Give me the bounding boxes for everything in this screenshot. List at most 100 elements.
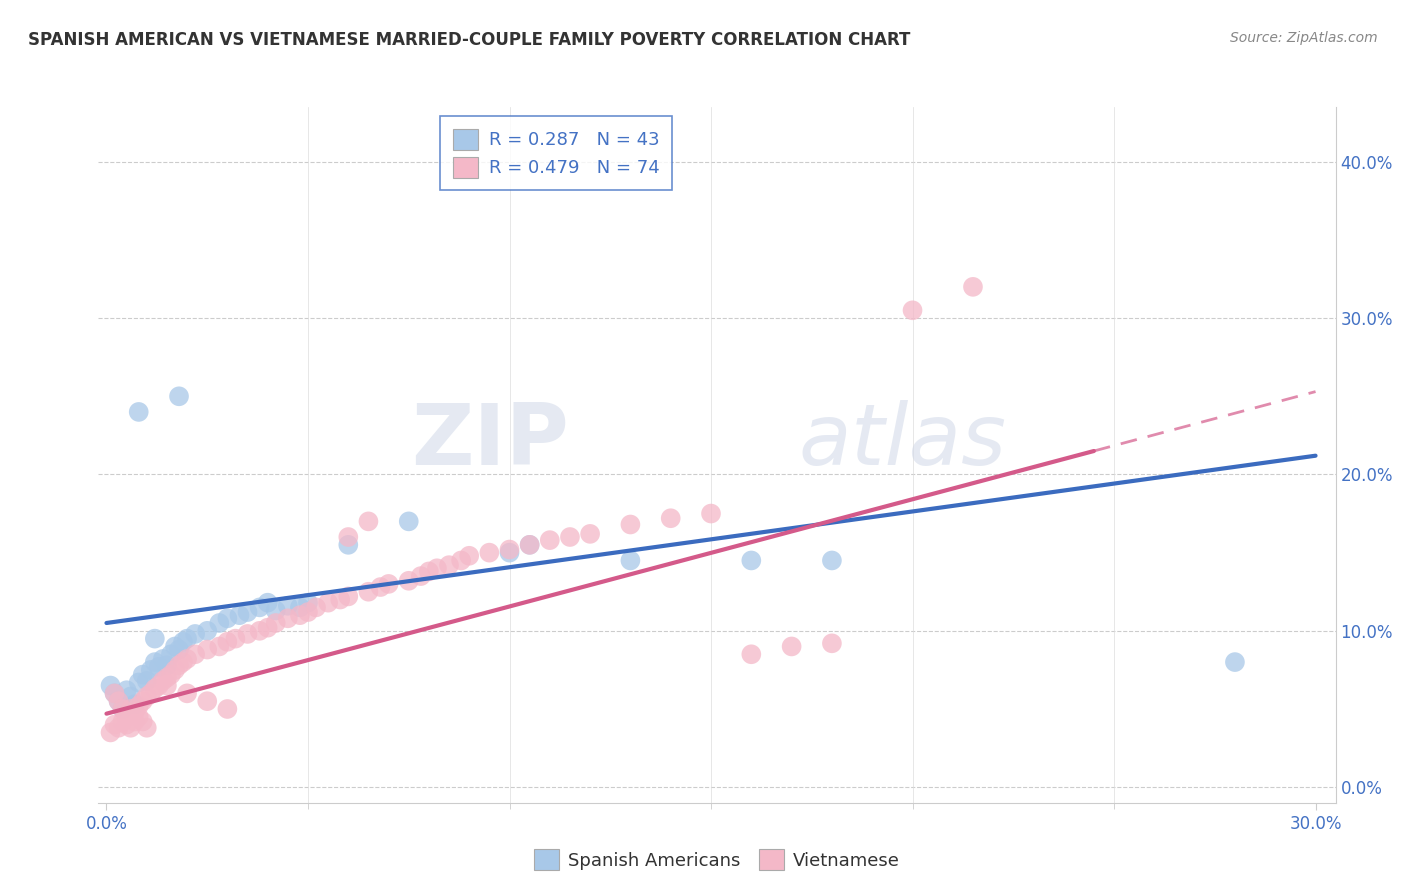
Point	[132, 694, 155, 708]
Point	[156, 658, 179, 673]
Point	[139, 686, 162, 700]
Point	[224, 632, 246, 646]
Point	[256, 596, 278, 610]
Point	[172, 634, 194, 648]
Point	[821, 636, 844, 650]
Point	[107, 694, 129, 708]
Point	[176, 686, 198, 700]
Point	[111, 702, 134, 716]
Point	[579, 527, 602, 541]
Point	[124, 705, 146, 719]
Point	[148, 679, 170, 693]
Point	[780, 640, 803, 654]
Point	[277, 611, 299, 625]
Point	[172, 655, 194, 669]
Point	[103, 686, 125, 700]
Point	[297, 605, 319, 619]
Point	[156, 679, 179, 693]
Point	[128, 710, 150, 724]
Point	[337, 530, 360, 544]
Point	[236, 627, 259, 641]
Point	[377, 577, 399, 591]
Point	[217, 611, 239, 625]
Point	[111, 714, 134, 729]
Text: ZIP: ZIP	[411, 400, 568, 483]
Point	[208, 615, 231, 630]
Y-axis label: Married-Couple Family Poverty: Married-Couple Family Poverty	[0, 328, 8, 582]
Point	[498, 542, 520, 557]
Point	[100, 679, 122, 693]
Point	[160, 647, 183, 661]
Point	[156, 671, 179, 685]
Point	[167, 658, 190, 673]
Point	[152, 652, 174, 666]
Point	[115, 717, 138, 731]
Point	[337, 538, 360, 552]
Point	[821, 553, 844, 567]
Point	[659, 511, 682, 525]
Point	[143, 681, 166, 696]
Point	[195, 624, 218, 638]
Point	[195, 694, 218, 708]
Point	[740, 647, 762, 661]
Point	[184, 627, 207, 641]
Point	[264, 603, 287, 617]
Point	[143, 655, 166, 669]
Point	[139, 663, 162, 677]
Point	[135, 673, 157, 688]
Point	[195, 642, 218, 657]
Point	[288, 600, 311, 615]
Point	[458, 549, 481, 563]
Text: atlas: atlas	[799, 400, 1007, 483]
Point	[107, 694, 129, 708]
Point	[132, 714, 155, 729]
Point	[519, 538, 541, 552]
Point	[619, 517, 641, 532]
Point	[124, 698, 146, 712]
Point	[398, 514, 420, 528]
Point	[249, 600, 271, 615]
Point	[437, 558, 460, 573]
Point	[1223, 655, 1246, 669]
Point	[236, 605, 259, 619]
Point	[398, 574, 420, 588]
Point	[519, 538, 541, 552]
Point	[619, 553, 641, 567]
Point	[264, 615, 287, 630]
Point	[107, 721, 129, 735]
Text: SPANISH AMERICAN VS VIETNAMESE MARRIED-COUPLE FAMILY POVERTY CORRELATION CHART: SPANISH AMERICAN VS VIETNAMESE MARRIED-C…	[28, 31, 911, 49]
Point	[256, 621, 278, 635]
Point	[135, 690, 157, 704]
Point	[184, 647, 207, 661]
Point	[167, 642, 190, 657]
Point	[409, 569, 432, 583]
Point	[111, 702, 134, 716]
Point	[316, 596, 339, 610]
Point	[217, 634, 239, 648]
Point	[163, 640, 186, 654]
Point	[167, 389, 190, 403]
Point	[208, 640, 231, 654]
Point	[249, 624, 271, 638]
Point	[329, 592, 352, 607]
Point	[115, 683, 138, 698]
Point	[558, 530, 581, 544]
Point	[128, 405, 150, 419]
Point	[120, 702, 142, 716]
Point	[901, 303, 924, 318]
Point	[120, 721, 142, 735]
Point	[148, 660, 170, 674]
Point	[962, 280, 984, 294]
Point	[297, 596, 319, 610]
Point	[478, 546, 501, 560]
Point	[228, 608, 250, 623]
Point	[176, 632, 198, 646]
Point	[128, 675, 150, 690]
Point	[115, 710, 138, 724]
Point	[132, 667, 155, 681]
Point	[163, 663, 186, 677]
Point	[418, 565, 440, 579]
Point	[426, 561, 449, 575]
Point	[357, 514, 380, 528]
Point	[288, 608, 311, 623]
